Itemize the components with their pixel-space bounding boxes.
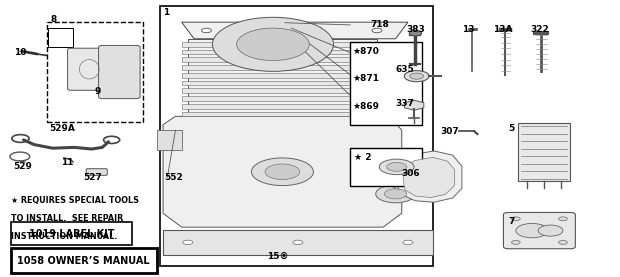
Text: ★ 2: ★ 2 bbox=[354, 153, 371, 162]
Bar bbox=[188, 39, 377, 116]
Text: ★870: ★870 bbox=[353, 47, 379, 56]
Circle shape bbox=[559, 217, 567, 221]
Text: 529: 529 bbox=[14, 162, 32, 171]
FancyBboxPatch shape bbox=[86, 169, 107, 175]
Bar bbox=[157, 130, 182, 150]
Text: 337: 337 bbox=[396, 99, 414, 108]
Circle shape bbox=[409, 30, 422, 36]
Polygon shape bbox=[403, 157, 454, 198]
Text: 11: 11 bbox=[61, 158, 73, 166]
Text: 718: 718 bbox=[371, 20, 389, 29]
Circle shape bbox=[404, 71, 429, 82]
Text: 529A: 529A bbox=[49, 124, 75, 133]
Circle shape bbox=[252, 158, 313, 186]
Circle shape bbox=[559, 240, 567, 244]
FancyBboxPatch shape bbox=[503, 212, 575, 249]
Text: TO INSTALL.  SEE REPAIR: TO INSTALL. SEE REPAIR bbox=[11, 214, 123, 223]
Circle shape bbox=[376, 185, 415, 203]
Bar bbox=[160, 6, 433, 266]
Circle shape bbox=[379, 159, 414, 175]
Circle shape bbox=[512, 240, 520, 244]
Text: 322: 322 bbox=[530, 25, 549, 34]
Bar bbox=[182, 96, 380, 101]
Text: 13A: 13A bbox=[494, 25, 513, 34]
Text: 15®: 15® bbox=[267, 252, 288, 261]
Bar bbox=[350, 42, 422, 125]
Circle shape bbox=[372, 28, 382, 33]
Circle shape bbox=[516, 223, 548, 238]
Circle shape bbox=[384, 189, 407, 199]
Text: 8: 8 bbox=[51, 15, 57, 24]
Circle shape bbox=[293, 240, 303, 245]
Circle shape bbox=[202, 28, 211, 33]
Circle shape bbox=[237, 28, 309, 61]
Circle shape bbox=[410, 73, 423, 79]
Bar bbox=[163, 230, 433, 255]
Text: 1019 LABEL KIT: 1019 LABEL KIT bbox=[29, 229, 114, 238]
Text: 307: 307 bbox=[440, 127, 459, 136]
Text: ★ REQUIRES SPECIAL TOOLS: ★ REQUIRES SPECIAL TOOLS bbox=[11, 196, 139, 205]
Circle shape bbox=[183, 240, 193, 245]
Text: INSTRUCTION MANUAL.: INSTRUCTION MANUAL. bbox=[11, 232, 118, 241]
Circle shape bbox=[512, 217, 520, 221]
Circle shape bbox=[538, 225, 563, 236]
Text: 527: 527 bbox=[84, 173, 102, 182]
Circle shape bbox=[213, 17, 334, 71]
Text: 7: 7 bbox=[508, 217, 515, 226]
Bar bbox=[11, 248, 157, 273]
Circle shape bbox=[265, 164, 300, 179]
Bar bbox=[518, 123, 570, 181]
Bar bbox=[11, 222, 132, 245]
Bar bbox=[48, 28, 73, 47]
Circle shape bbox=[387, 162, 407, 171]
Bar bbox=[182, 88, 380, 93]
Bar bbox=[182, 50, 380, 54]
Text: 10: 10 bbox=[14, 48, 26, 57]
Bar bbox=[182, 112, 380, 116]
Bar bbox=[350, 148, 422, 186]
Text: ★871: ★871 bbox=[353, 75, 380, 83]
Text: 383: 383 bbox=[407, 25, 425, 34]
Polygon shape bbox=[163, 116, 402, 227]
Bar bbox=[182, 81, 380, 85]
Text: ★869: ★869 bbox=[353, 102, 380, 111]
Text: 1058 OWNER’S MANUAL: 1058 OWNER’S MANUAL bbox=[17, 256, 150, 266]
Polygon shape bbox=[182, 22, 408, 39]
Circle shape bbox=[403, 240, 413, 245]
Text: 552: 552 bbox=[164, 173, 183, 182]
Text: 306: 306 bbox=[402, 169, 420, 178]
Bar bbox=[46, 22, 143, 122]
Text: 635: 635 bbox=[396, 65, 414, 74]
Bar bbox=[182, 104, 380, 109]
Text: 9: 9 bbox=[94, 87, 100, 96]
Text: 1: 1 bbox=[163, 8, 169, 17]
FancyBboxPatch shape bbox=[68, 48, 111, 90]
Polygon shape bbox=[397, 151, 462, 202]
Text: 13: 13 bbox=[462, 25, 474, 34]
Bar bbox=[182, 73, 380, 78]
FancyBboxPatch shape bbox=[99, 45, 140, 99]
Text: 5: 5 bbox=[508, 124, 515, 133]
Bar bbox=[182, 65, 380, 70]
Bar bbox=[182, 42, 380, 47]
Bar bbox=[182, 57, 380, 62]
Text: eReplacementParts.com: eReplacementParts.com bbox=[246, 150, 374, 160]
